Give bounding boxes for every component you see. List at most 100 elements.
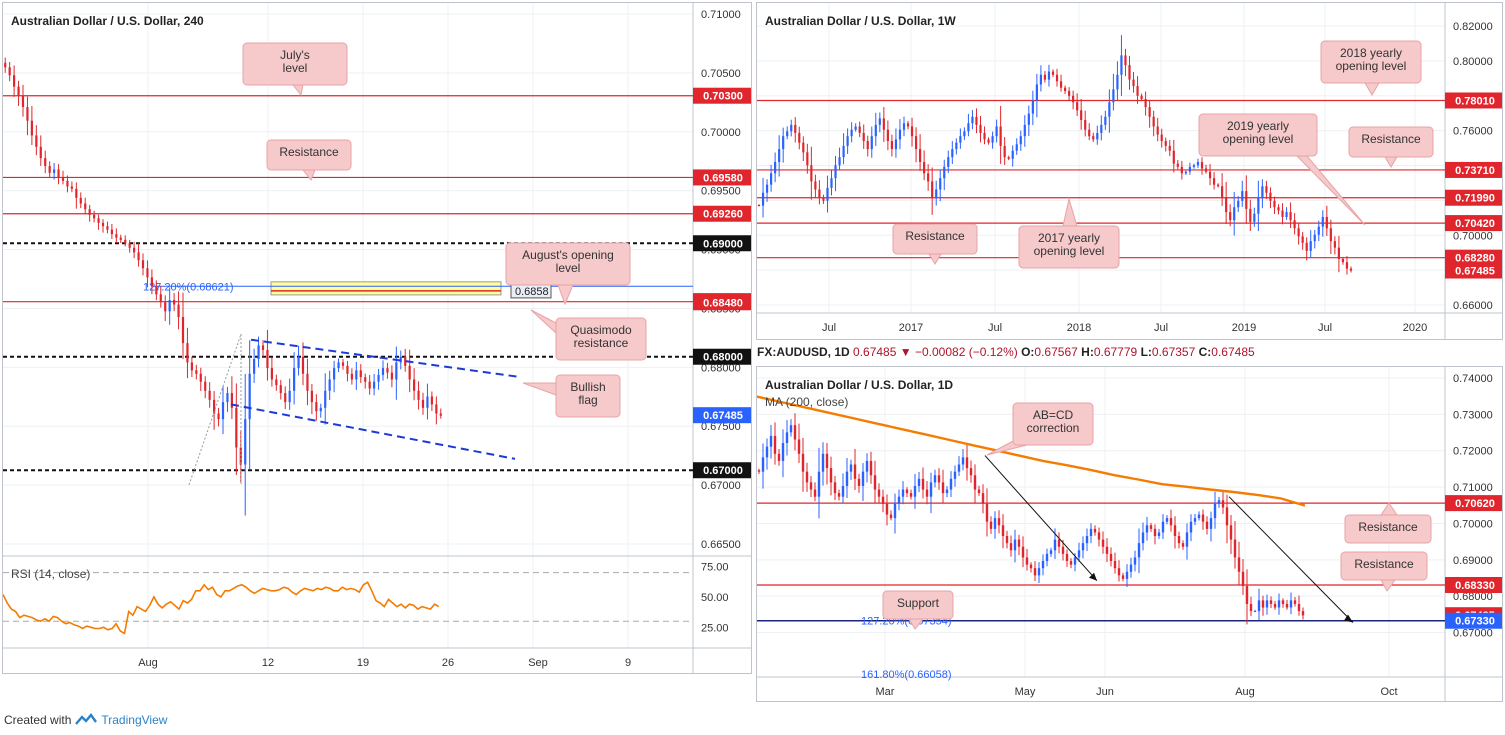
- w1-candle: [1321, 216, 1324, 227]
- d1-candle: [1141, 532, 1145, 544]
- box-value-text: 0.6858: [515, 286, 549, 298]
- open-value: 0.67567: [1034, 345, 1078, 359]
- w1-candle: [1172, 150, 1175, 164]
- tradingview-link[interactable]: TradingView: [101, 713, 168, 727]
- h4-x-tick: 12: [262, 657, 274, 669]
- tradingview-logo-icon: [75, 713, 98, 725]
- w1-candle: [1233, 207, 1236, 221]
- h4-candle: [350, 373, 353, 380]
- h4-candle: [204, 381, 207, 391]
- chart-panel-w1[interactable]: 0.820000.800000.780000.760000.740000.720…: [756, 2, 1503, 340]
- w1-candle: [858, 126, 861, 133]
- w1-candle: [830, 178, 833, 188]
- callout-flag-text: flag: [578, 393, 597, 407]
- callout-resistance-w1b-pointer: [928, 253, 942, 265]
- d1-candle: [1121, 575, 1125, 579]
- w1-candle: [1221, 186, 1224, 198]
- callout-2018-text: 2018 yearly: [1340, 46, 1402, 60]
- w1-candle: [1341, 258, 1345, 263]
- w1-candle: [1333, 241, 1336, 248]
- h4-candle: [426, 396, 429, 408]
- h4-candle: [417, 390, 420, 400]
- w1-candle: [1108, 102, 1111, 117]
- chart-svg-h4[interactable]: 127.20%(0.68621) 0.6858 0.71000 0.70500 0.70…: [3, 3, 752, 674]
- d1-candle: [1085, 536, 1089, 544]
- d1-y-tick: 0.71000: [1453, 482, 1493, 494]
- w1-price-text: 0.73710: [1455, 165, 1495, 177]
- h4-candle: [386, 368, 389, 373]
- h4-candle: [190, 362, 193, 371]
- w1-candle: [1100, 124, 1103, 133]
- h4-candle: [404, 356, 407, 366]
- d1-candle: [841, 485, 845, 497]
- w1-price-text: 0.70420: [1455, 218, 1495, 230]
- callout-resistance-d1a-pointer: [1380, 502, 1398, 516]
- d1-candle: [1021, 546, 1025, 558]
- footer[interactable]: Created with TradingView: [4, 713, 167, 727]
- w1-candle: [1277, 207, 1280, 211]
- w1-candle: [1144, 99, 1147, 108]
- h4-candle: [310, 390, 313, 403]
- d1-candle: [805, 471, 809, 483]
- chart-panel-d1[interactable]: 127.20%(0.67354) 161.80%(0.66058) 0.74000 0…: [756, 366, 1503, 702]
- callout-resistance-d1a-box: [1344, 514, 1432, 544]
- w1-candle: [850, 129, 853, 137]
- d1-candle: [781, 443, 785, 461]
- d1-candle: [817, 471, 821, 497]
- h4-y-tick: 0.70500: [701, 68, 741, 80]
- w1-candle: [802, 142, 805, 153]
- w1-candle: [1128, 65, 1131, 80]
- rsi-y-tick: 50.00: [701, 592, 729, 604]
- w1-candle: [1120, 55, 1123, 75]
- d1-candle: [989, 521, 993, 529]
- d1-candle: [933, 475, 937, 483]
- h4-candle: [53, 169, 56, 173]
- w1-y-tick: 0.80000: [1453, 56, 1493, 68]
- d1-candle: [1093, 528, 1097, 533]
- w1-candle: [1039, 74, 1043, 85]
- d1-candle: [1157, 532, 1161, 537]
- h4-x-tick: 26: [442, 657, 454, 669]
- w1-candle: [1007, 157, 1010, 159]
- h4-candle: [101, 222, 105, 227]
- d1-y-tick: 0.72000: [1453, 446, 1493, 458]
- d1-candle: [1061, 546, 1065, 554]
- h4-x-tick: Sep: [528, 657, 548, 669]
- d1-candle: [1221, 500, 1225, 508]
- d1-candle: [1297, 603, 1301, 612]
- h4-candle: [244, 419, 247, 465]
- h4-candle: [61, 177, 65, 181]
- w1-price-text: 0.71990: [1455, 193, 1495, 205]
- d1-candle: [821, 453, 825, 472]
- w1-candle: [1160, 134, 1163, 142]
- d1-candle: [909, 493, 913, 497]
- down-arrow-icon: ▼: [899, 345, 912, 359]
- d1-candle: [761, 457, 765, 472]
- d1-candle: [1145, 525, 1149, 533]
- chart-panel-h4[interactable]: 127.20%(0.68621) 0.6858 0.71000 0.70500 0.70…: [2, 2, 752, 674]
- rsi-y-tick: 75.00: [701, 562, 729, 574]
- w1-candle: [991, 136, 994, 143]
- w1-y-tick: 0.82000: [1453, 21, 1493, 33]
- price-change: −0.00082 (−0.12%): [914, 345, 1018, 359]
- chart-svg-w1[interactable]: 0.820000.800000.780000.760000.740000.720…: [757, 3, 1503, 340]
- d1-candle: [1065, 553, 1069, 562]
- d1-candle: [1269, 600, 1273, 604]
- d1-y-tick: 0.73000: [1453, 409, 1493, 421]
- h4-candle: [395, 362, 398, 380]
- h4-candle: [293, 368, 296, 391]
- abcd-line: [984, 455, 1098, 582]
- d1-candle: [1205, 521, 1209, 529]
- w1-candle: [890, 141, 894, 150]
- h4-price-text: 0.69580: [703, 172, 743, 184]
- chart-svg-d1[interactable]: 127.20%(0.67354)161.80%(0.66058)0.740000…: [757, 367, 1503, 702]
- w1-candle: [1027, 113, 1030, 125]
- callout-quasimodo-pointer: [530, 309, 557, 335]
- d1-price-text: 0.68330: [1455, 580, 1495, 592]
- h4-price-text: 0.69260: [703, 209, 743, 221]
- d1-candle: [797, 439, 801, 454]
- w1-candle: [1297, 228, 1300, 237]
- h4-candle: [328, 379, 331, 391]
- callout-resistance-h4-box: [266, 139, 352, 171]
- last-price: 0.67485: [853, 345, 897, 359]
